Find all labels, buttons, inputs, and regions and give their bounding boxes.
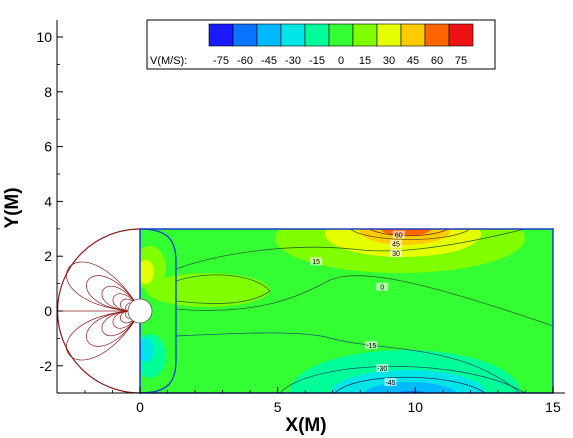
dipole-line-upper — [66, 261, 141, 312]
legend-swatch — [328, 23, 354, 47]
contour-label-bg — [310, 257, 323, 266]
legend-swatch — [400, 23, 426, 47]
legend-level-label: 75 — [455, 55, 467, 67]
near-cylinder-band-lower-inner — [140, 338, 154, 362]
legend-labels: -75 -60 -45 -30 -15 0 15 30 45 60 75 — [213, 55, 467, 67]
contour-label-bg — [384, 378, 397, 387]
contour-label: 60 — [395, 233, 403, 240]
velocity-field — [57, 229, 553, 393]
y-ticks: -2 0 2 4 6 8 10 — [36, 29, 63, 394]
legend-level-label: 0 — [338, 55, 344, 67]
legend-title: V(M/S): — [150, 55, 187, 67]
dipole-line-lower — [86, 310, 141, 347]
contour-label: 15 — [312, 259, 320, 266]
dipole-line-lower — [66, 310, 141, 361]
legend: V(M/S): -75 -60 -45 -30 -15 0 15 30 45 60 75 — [146, 19, 496, 70]
contour-label-bg — [365, 341, 378, 350]
legend-level-label: -45 — [261, 55, 277, 67]
legend-swatch — [448, 23, 474, 47]
legend-level-label: -60 — [237, 55, 253, 67]
contour-line-minus30 — [279, 365, 526, 393]
contour-label-bg — [390, 239, 403, 248]
legend-level-label: 30 — [383, 55, 395, 67]
legend-swatches — [208, 23, 474, 47]
contour-label: -15 — [366, 343, 376, 350]
x-tick-label: 5 — [274, 399, 282, 415]
contour-line-minus15 — [175, 332, 521, 393]
y-tick-label: 8 — [44, 84, 52, 100]
near-cylinder-band-upper-inner — [140, 260, 154, 284]
legend-swatch — [280, 23, 306, 47]
x-tick-label: 10 — [408, 399, 424, 415]
cylinder — [127, 298, 153, 324]
y-tick-label: 10 — [36, 29, 52, 45]
y-tick-label: 6 — [44, 139, 52, 155]
legend-level-label: 45 — [407, 55, 419, 67]
dipole-line-upper — [101, 286, 141, 312]
contour-label-bg — [376, 364, 389, 373]
legend-level-label: -30 — [285, 55, 301, 67]
contour-label-bg — [390, 249, 403, 258]
legend-level-label: -75 — [213, 55, 229, 67]
legend-swatch — [208, 23, 234, 47]
legend-swatch — [232, 23, 258, 47]
legend-swatch — [376, 23, 402, 47]
legend-level-label: 15 — [359, 55, 371, 67]
contour-label: -45 — [385, 380, 395, 387]
legend-level-label: -15 — [309, 55, 325, 67]
x-axis-title: X(M) — [285, 415, 326, 436]
dipole-line-lower — [101, 310, 141, 336]
contour-line-45 — [369, 229, 449, 237]
y-axis-title: Y(M) — [2, 187, 23, 228]
contour-line-0 — [175, 275, 553, 327]
y-tick-label: 0 — [44, 303, 52, 319]
contour-label-bg — [376, 282, 389, 291]
legend-swatch — [352, 23, 378, 47]
legend-swatch — [304, 23, 330, 47]
contour-label: 45 — [392, 242, 400, 249]
block-interface-line — [139, 228, 177, 394]
x-tick-label: 15 — [545, 399, 561, 415]
contour-line-wake-upper — [175, 274, 271, 304]
contour-line-minus45 — [334, 376, 486, 393]
legend-swatch — [424, 23, 450, 47]
x-ticks: 0 5 10 15 — [84, 387, 561, 415]
contour-line-15 — [175, 229, 526, 270]
positive-band-45 — [360, 229, 450, 245]
y-tick-label: 4 — [44, 193, 52, 209]
wake-band-upper — [146, 273, 270, 307]
contour-line-30 — [349, 229, 471, 240]
y-tick-label: 2 — [44, 248, 52, 264]
contour-label-bg — [392, 230, 405, 239]
axes-frame — [56, 20, 565, 394]
dipole-line-upper — [86, 275, 141, 312]
x-tick-label: 0 — [136, 399, 144, 415]
contour-label: 30 — [392, 251, 400, 258]
contour-label: -30 — [377, 366, 387, 373]
legend-swatch — [256, 23, 282, 47]
dipole-field-lines — [66, 261, 141, 361]
y-tick-label: -2 — [40, 358, 53, 374]
legend-level-label: 60 — [431, 55, 443, 67]
contour-label: 0 — [380, 285, 384, 292]
contour-labels: 60 45 30 15 0 -15 -30 -45 — [310, 230, 405, 387]
contour-lines — [56, 228, 554, 394]
